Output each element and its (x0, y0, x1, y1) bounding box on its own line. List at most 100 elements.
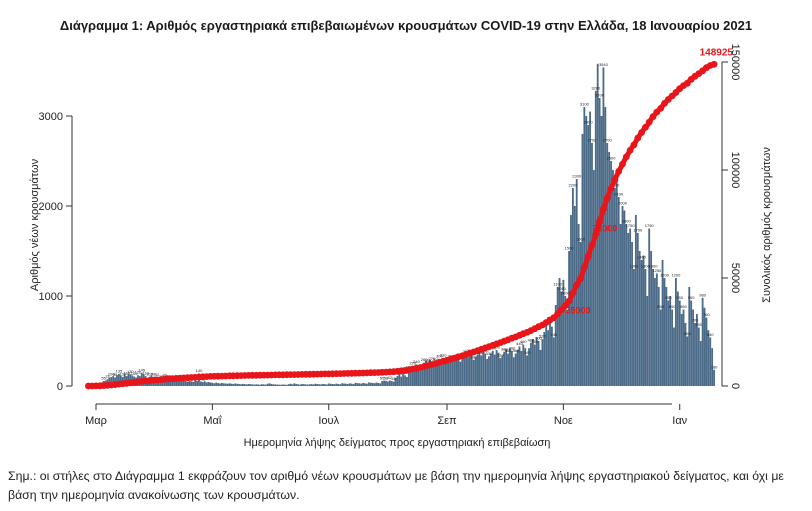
bar (116, 375, 118, 386)
bar (568, 251, 570, 386)
bar (224, 383, 227, 386)
cumulative-series: 35000 73000 148925 (85, 47, 733, 390)
bar (661, 260, 664, 386)
bar-value-label: 950 (665, 295, 672, 300)
bar (241, 383, 244, 386)
bar (486, 359, 488, 386)
bar-value-label: 1050 (557, 286, 567, 291)
bar (520, 350, 523, 386)
bar (200, 381, 202, 386)
bar (510, 350, 513, 386)
cumulative-point (573, 281, 581, 289)
bar (123, 374, 126, 386)
cumulative-point (588, 241, 596, 249)
bar (117, 373, 120, 386)
bar (219, 383, 221, 386)
bar-value-label: 2700 (588, 138, 598, 143)
bar (255, 384, 258, 386)
bar (226, 383, 229, 386)
bar (335, 383, 338, 386)
bar (190, 381, 193, 386)
bar (304, 384, 307, 386)
bar (339, 384, 342, 386)
bar (285, 384, 288, 386)
bar (314, 383, 317, 386)
bar (678, 300, 681, 386)
bar (327, 383, 330, 386)
chart-footnote: Σημ.: οι στήλες στο Διάγραμμα 1 εκφράζου… (8, 469, 784, 502)
bar (673, 327, 675, 386)
bottom-axis-tick-label: Ιουλ (318, 415, 339, 427)
bar (196, 381, 199, 386)
bar (371, 382, 374, 386)
bar-value-label: 1300 (649, 264, 659, 269)
bar-value-label: 135 (116, 368, 123, 373)
bar (232, 384, 235, 386)
bar (419, 370, 422, 386)
bar-value-label: 1300 (641, 264, 651, 269)
bar (324, 384, 326, 386)
bar-value-label: 105 (131, 371, 138, 376)
bar (344, 383, 347, 386)
bar (381, 381, 384, 386)
cumulative-point (603, 194, 611, 202)
bar (333, 384, 336, 386)
bar-value-label: 540 (707, 332, 714, 337)
bar (388, 380, 391, 386)
bar-value-label: 88 (162, 373, 167, 378)
bar (455, 356, 458, 386)
bar (507, 353, 509, 386)
bar (234, 383, 237, 386)
bar (238, 384, 240, 386)
bar (514, 353, 517, 386)
bar (621, 206, 624, 386)
cumulative-point (584, 252, 592, 260)
bar (297, 384, 300, 386)
bar (560, 291, 563, 386)
bar (671, 309, 673, 386)
cumulative-point (577, 275, 584, 282)
bar (617, 197, 620, 386)
bar-value-label: 100 (119, 372, 126, 377)
cumulative-point (710, 60, 718, 68)
bar-value-label: 250 (425, 358, 432, 363)
cumulative-point (657, 105, 665, 112)
bar (478, 352, 481, 386)
bottom-axis-tick-label: Ιαν (672, 415, 687, 427)
bar (316, 384, 319, 386)
bar (442, 358, 445, 386)
bar (533, 344, 536, 386)
bar (686, 336, 689, 386)
bar (306, 384, 309, 386)
bar (577, 224, 580, 386)
bar-value-label: 180 (711, 364, 718, 369)
bar (480, 355, 483, 386)
bar (633, 269, 635, 386)
bar (211, 382, 214, 386)
bar (655, 273, 658, 386)
bar (364, 383, 366, 386)
bar (644, 269, 647, 386)
bar (379, 383, 382, 386)
right-axis-title: Συνολικός αριθμός κρουσμάτων (761, 147, 773, 303)
bar (531, 339, 534, 386)
bar (182, 380, 185, 386)
bar-value-label: 270 (428, 356, 435, 361)
cumulative-point (622, 153, 630, 161)
bar (566, 309, 569, 386)
bar (543, 332, 546, 386)
bar (669, 296, 672, 386)
bar-value-label: 110 (123, 371, 130, 376)
bar-value-label: 520 (539, 334, 546, 339)
bar (350, 383, 353, 386)
bar (463, 356, 466, 386)
bar (308, 384, 311, 386)
bar (262, 384, 265, 386)
bar (352, 384, 355, 386)
bar (354, 382, 357, 386)
bar (390, 381, 393, 386)
bar (177, 380, 179, 386)
bar (348, 383, 351, 386)
bottom-axis-tick-label: Μαρ (85, 415, 107, 427)
bar (293, 383, 296, 386)
